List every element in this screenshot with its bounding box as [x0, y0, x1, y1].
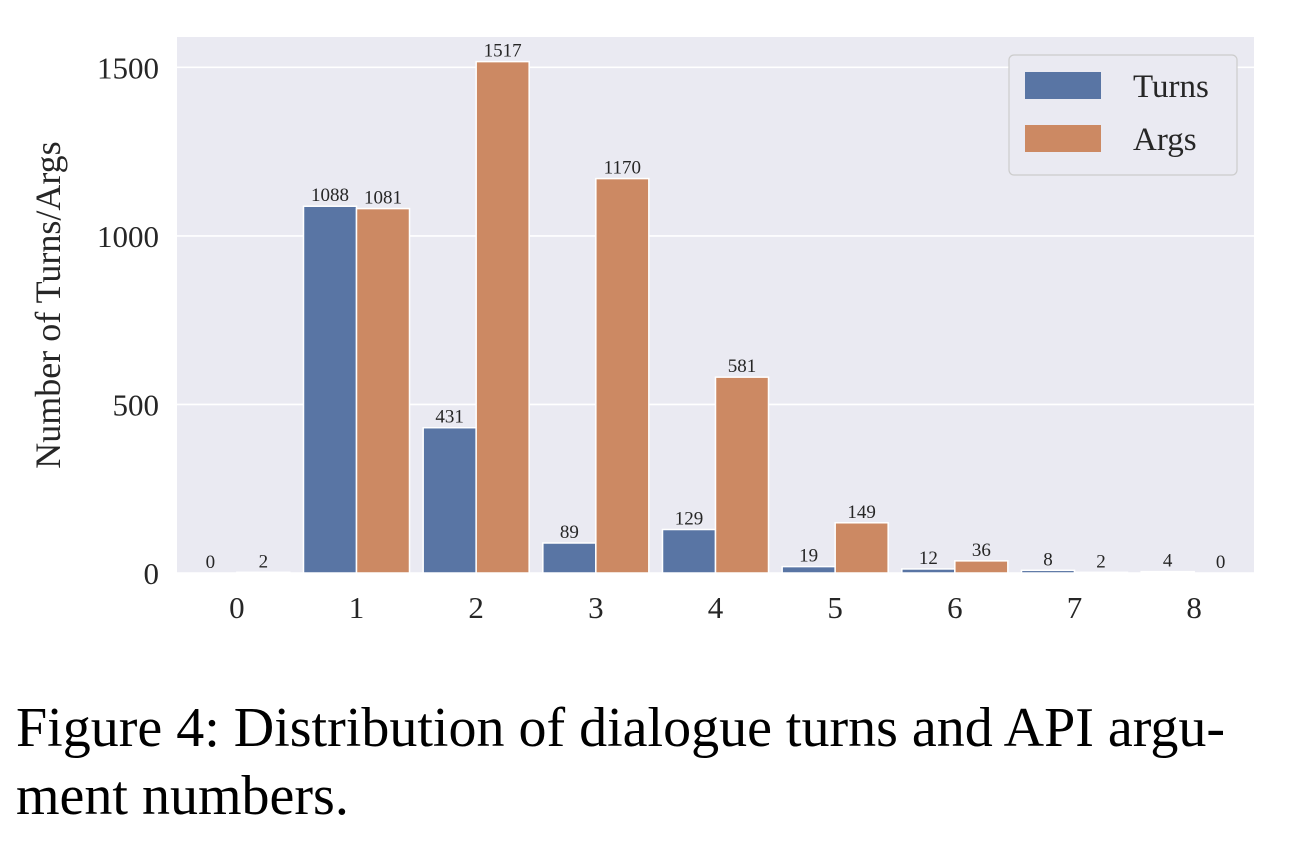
bar-args-1: [355, 207, 411, 574]
data-label-args-8: 0: [1216, 552, 1226, 573]
x-tick-label: 8: [1186, 590, 1202, 625]
legend-swatch-turns: [1025, 72, 1101, 99]
data-label-turns-3: 89: [560, 522, 579, 543]
x-tick-label: 1: [349, 590, 365, 625]
bar-turns-2: [422, 426, 477, 574]
bar-args-3: [595, 177, 650, 574]
data-label-turns-0: 0: [206, 552, 216, 573]
bar-args-0: [236, 571, 291, 574]
bar-args-6: [954, 560, 1009, 574]
data-label-turns-8: 4: [1163, 551, 1173, 572]
data-label-turns-4: 129: [675, 509, 704, 530]
bar-turns-6: [901, 568, 956, 574]
legend: Turns Args: [1008, 54, 1238, 176]
x-axis-ticks: 0 1 2 3 4 5 6 7 8: [229, 590, 1202, 625]
data-labels: 0 2 1088 1081 431 1517 89 1170 129 581 19 149 12 36 8 2…: [206, 41, 1226, 573]
bar-args-4: [714, 376, 770, 574]
data-label-args-0: 2: [259, 551, 269, 572]
data-label-turns-5: 19: [799, 546, 818, 567]
y-tick-label: 1500: [97, 50, 159, 85]
bar-args-5: [834, 522, 889, 574]
data-label-turns-7: 8: [1043, 549, 1053, 570]
y-axis-ticks: 0 500 1000 1500: [97, 50, 159, 591]
bar-turns-3: [542, 542, 597, 574]
bar-args-2: [475, 60, 530, 574]
legend-label-turns: Turns: [1133, 69, 1209, 105]
x-tick-label: 4: [708, 590, 724, 625]
x-tick-label: 6: [947, 590, 963, 625]
legend-swatch-args: [1025, 125, 1101, 152]
bar-turns-7: [1020, 569, 1076, 574]
x-tick-label: 0: [229, 590, 245, 625]
bar-turns-5: [781, 565, 836, 574]
y-tick-label: 1000: [97, 219, 159, 254]
data-label-args-7: 2: [1096, 551, 1106, 572]
x-tick-label: 7: [1067, 590, 1083, 625]
data-label-turns-6: 12: [919, 548, 938, 569]
data-label-args-6: 36: [972, 540, 991, 561]
y-tick-label: 500: [113, 387, 160, 422]
bars: [236, 60, 1195, 574]
legend-label-args: Args: [1133, 122, 1197, 158]
bar-turns-8: [1140, 570, 1195, 574]
y-axis-label: Number of Turns/Args: [28, 141, 68, 468]
bar-turns-1: [302, 205, 358, 574]
bar-args-7: [1073, 571, 1129, 574]
data-label-turns-1: 1088: [311, 185, 349, 206]
data-label-args-4: 581: [728, 356, 757, 377]
data-label-args-5: 149: [847, 502, 876, 523]
data-label-turns-2: 431: [435, 407, 464, 428]
data-label-args-1: 1081: [364, 188, 402, 209]
x-tick-label: 5: [827, 590, 843, 625]
bar-turns-4: [661, 528, 717, 574]
x-tick-label: 2: [468, 590, 484, 625]
y-tick-label: 0: [144, 556, 160, 591]
x-tick-label: 3: [588, 590, 604, 625]
figure-caption: Figure 4: Distribution of dialogue turns…: [16, 697, 1226, 827]
data-label-args-3: 1170: [604, 158, 641, 179]
data-label-args-2: 1517: [484, 41, 522, 62]
